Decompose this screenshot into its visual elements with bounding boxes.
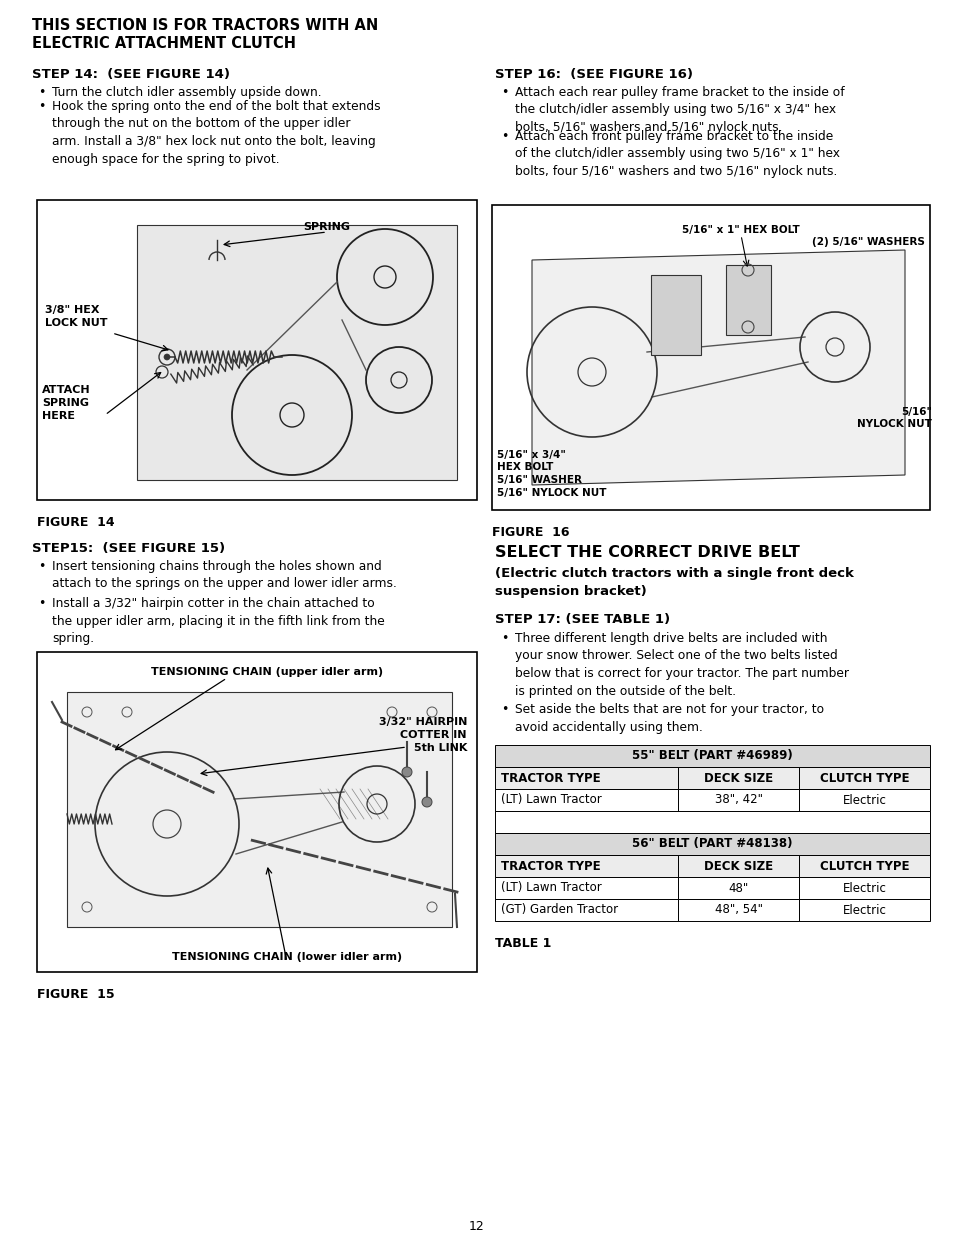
Text: •: •	[500, 703, 508, 716]
Text: ATTACH
SPRING
HERE: ATTACH SPRING HERE	[42, 385, 91, 421]
Text: DECK SIZE: DECK SIZE	[703, 772, 772, 784]
Text: 38", 42": 38", 42"	[714, 794, 761, 806]
Bar	[677, 877, 799, 899]
Text: 12: 12	[469, 1220, 484, 1233]
Text: Attach each front pulley frame bracket to the inside
of the clutch/idler assembl: Attach each front pulley frame bracket t…	[515, 130, 840, 178]
Text: 48": 48"	[728, 882, 748, 894]
Bar	[799, 877, 929, 899]
Text: 55" BELT (PART #46989): 55" BELT (PART #46989)	[632, 750, 792, 762]
Text: •: •	[500, 130, 508, 143]
Bar	[677, 899, 799, 921]
Bar	[495, 811, 929, 832]
Text: SELECT THE CORRECT DRIVE BELT: SELECT THE CORRECT DRIVE BELT	[495, 545, 799, 559]
Bar	[725, 266, 770, 335]
Polygon shape	[532, 249, 904, 485]
Text: (2) 5/16" WASHERS: (2) 5/16" WASHERS	[811, 237, 924, 247]
Text: Electric: Electric	[841, 794, 885, 806]
Text: STEP 16:  (SEE FIGURE 16): STEP 16: (SEE FIGURE 16)	[495, 68, 692, 82]
Text: •: •	[500, 86, 508, 99]
Bar	[495, 789, 677, 811]
Text: (LT) Lawn Tractor: (LT) Lawn Tractor	[500, 882, 601, 894]
Text: Electric: Electric	[841, 882, 885, 894]
Text: Insert tensioning chains through the holes shown and
attach to the springs on th: Insert tensioning chains through the hol…	[52, 559, 396, 590]
Bar	[495, 832, 929, 855]
Bar	[799, 855, 929, 877]
Text: 5/16"
NYLOCK NUT: 5/16" NYLOCK NUT	[856, 408, 931, 430]
Bar	[495, 877, 677, 899]
Text: Set aside the belts that are not for your tractor, to
avoid accidentally using t: Set aside the belts that are not for you…	[515, 703, 823, 734]
Text: 5/16" WASHER: 5/16" WASHER	[497, 475, 581, 485]
Text: (GT) Garden Tractor: (GT) Garden Tractor	[500, 904, 618, 916]
Text: THIS SECTION IS FOR TRACTORS WITH AN: THIS SECTION IS FOR TRACTORS WITH AN	[32, 19, 377, 33]
Text: TRACTOR TYPE: TRACTOR TYPE	[500, 772, 600, 784]
Text: ELECTRIC ATTACHMENT CLUTCH: ELECTRIC ATTACHMENT CLUTCH	[32, 36, 295, 51]
Bar	[495, 899, 677, 921]
Bar	[799, 899, 929, 921]
Text: TABLE 1: TABLE 1	[495, 937, 551, 950]
Text: STEP 14:  (SEE FIGURE 14): STEP 14: (SEE FIGURE 14)	[32, 68, 230, 82]
Bar	[650, 275, 700, 354]
Text: 5/16" NYLOCK NUT: 5/16" NYLOCK NUT	[497, 488, 606, 498]
Bar	[495, 855, 677, 877]
Bar	[799, 767, 929, 789]
Text: STEP 17: (SEE TABLE 1): STEP 17: (SEE TABLE 1)	[495, 613, 669, 626]
Bar	[677, 789, 799, 811]
Bar	[37, 200, 476, 500]
Circle shape	[401, 767, 412, 777]
Text: STEP15:  (SEE FIGURE 15): STEP15: (SEE FIGURE 15)	[32, 542, 225, 555]
Text: (Electric clutch tractors with a single front deck
suspension bracket): (Electric clutch tractors with a single …	[495, 567, 853, 598]
Text: Three different length drive belts are included with
your snow thrower. Select o: Three different length drive belts are i…	[515, 632, 848, 698]
Text: Hook the spring onto the end of the bolt that extends
through the nut on the bot: Hook the spring onto the end of the bolt…	[52, 100, 380, 165]
Text: Attach each rear pulley frame bracket to the inside of
the clutch/idler assembly: Attach each rear pulley frame bracket to…	[515, 86, 843, 135]
Text: CLUTCH TYPE: CLUTCH TYPE	[820, 860, 908, 872]
Bar	[495, 745, 929, 767]
Bar	[799, 789, 929, 811]
Text: TRACTOR TYPE: TRACTOR TYPE	[500, 860, 600, 872]
Text: 3/8" HEX
LOCK NUT: 3/8" HEX LOCK NUT	[45, 305, 108, 327]
Text: 5/16" x 3/4"
HEX BOLT: 5/16" x 3/4" HEX BOLT	[497, 450, 565, 473]
Circle shape	[164, 354, 170, 359]
Text: TENSIONING CHAIN (upper idler arm): TENSIONING CHAIN (upper idler arm)	[151, 667, 383, 677]
Text: 56" BELT (PART #48138): 56" BELT (PART #48138)	[632, 837, 792, 851]
Text: FIGURE  14: FIGURE 14	[37, 516, 114, 529]
Text: DECK SIZE: DECK SIZE	[703, 860, 772, 872]
Circle shape	[421, 797, 432, 806]
Bar	[495, 767, 677, 789]
Text: 5/16" x 1" HEX BOLT: 5/16" x 1" HEX BOLT	[681, 225, 799, 235]
Text: TENSIONING CHAIN (lower idler arm): TENSIONING CHAIN (lower idler arm)	[172, 952, 401, 962]
Bar	[677, 767, 799, 789]
Text: FIGURE  16: FIGURE 16	[492, 526, 569, 538]
Bar	[67, 692, 452, 927]
Text: CLUTCH TYPE: CLUTCH TYPE	[820, 772, 908, 784]
Bar	[137, 225, 456, 480]
Text: •: •	[38, 100, 46, 112]
Text: •: •	[38, 86, 46, 99]
Text: •: •	[500, 632, 508, 645]
Text: 48", 54": 48", 54"	[714, 904, 761, 916]
Text: 3/32" HAIRPIN
COTTER IN
5th LINK: 3/32" HAIRPIN COTTER IN 5th LINK	[378, 718, 467, 752]
Text: Install a 3/32" hairpin cotter in the chain attached to
the upper idler arm, pla: Install a 3/32" hairpin cotter in the ch…	[52, 597, 384, 645]
Bar	[37, 652, 476, 972]
Text: •: •	[38, 597, 46, 610]
Text: SPRING: SPRING	[303, 222, 350, 232]
Text: Turn the clutch idler assembly upside down.: Turn the clutch idler assembly upside do…	[52, 86, 321, 99]
Text: FIGURE  15: FIGURE 15	[37, 988, 114, 1002]
Text: (LT) Lawn Tractor: (LT) Lawn Tractor	[500, 794, 601, 806]
Bar	[677, 855, 799, 877]
Text: •: •	[38, 559, 46, 573]
Text: Electric: Electric	[841, 904, 885, 916]
Bar	[492, 205, 929, 510]
